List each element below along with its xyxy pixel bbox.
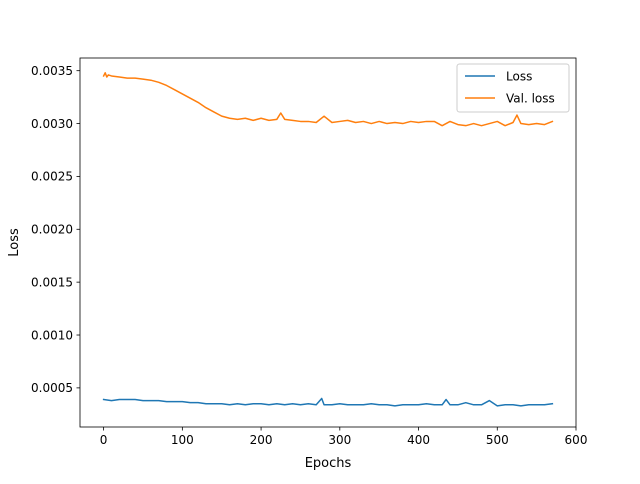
series-line-1 (102, 72, 554, 127)
x-axis: 0 100 200 300 400 500 600 (100, 427, 588, 447)
x-tick-label: 300 (328, 433, 351, 447)
x-tick-label: 100 (171, 433, 194, 447)
legend-label-1: Val. loss (506, 92, 555, 106)
x-tick-label: 0 (100, 433, 108, 447)
legend-label-0: Loss (506, 70, 532, 84)
y-tick-label: 0.0020 (31, 223, 73, 237)
y-tick-label: 0.0035 (31, 64, 73, 78)
y-tick-label: 0.0010 (31, 328, 73, 342)
y-axis: 0.0005 0.0010 0.0015 0.0020 0.0025 0.0030 0.00… (31, 64, 80, 395)
y-tick-label: 0.0025 (31, 170, 73, 184)
y-tick-label: 0.0030 (31, 117, 73, 131)
x-axis-label: Epochs (305, 456, 352, 471)
x-tick-label: 400 (407, 433, 430, 447)
plot-frame (79, 57, 577, 428)
series-layer (102, 72, 554, 407)
x-tick-label: 500 (486, 433, 509, 447)
series-line-0 (102, 397, 554, 407)
legend: Loss Val. loss (456, 63, 570, 113)
plot-area (80, 58, 576, 427)
x-tick-label: 200 (250, 433, 273, 447)
x-tick-label: 600 (565, 433, 588, 447)
y-tick-label: 0.0005 (31, 381, 73, 395)
y-axis-label: Loss (7, 228, 22, 257)
y-tick-label: 0.0015 (31, 275, 73, 289)
